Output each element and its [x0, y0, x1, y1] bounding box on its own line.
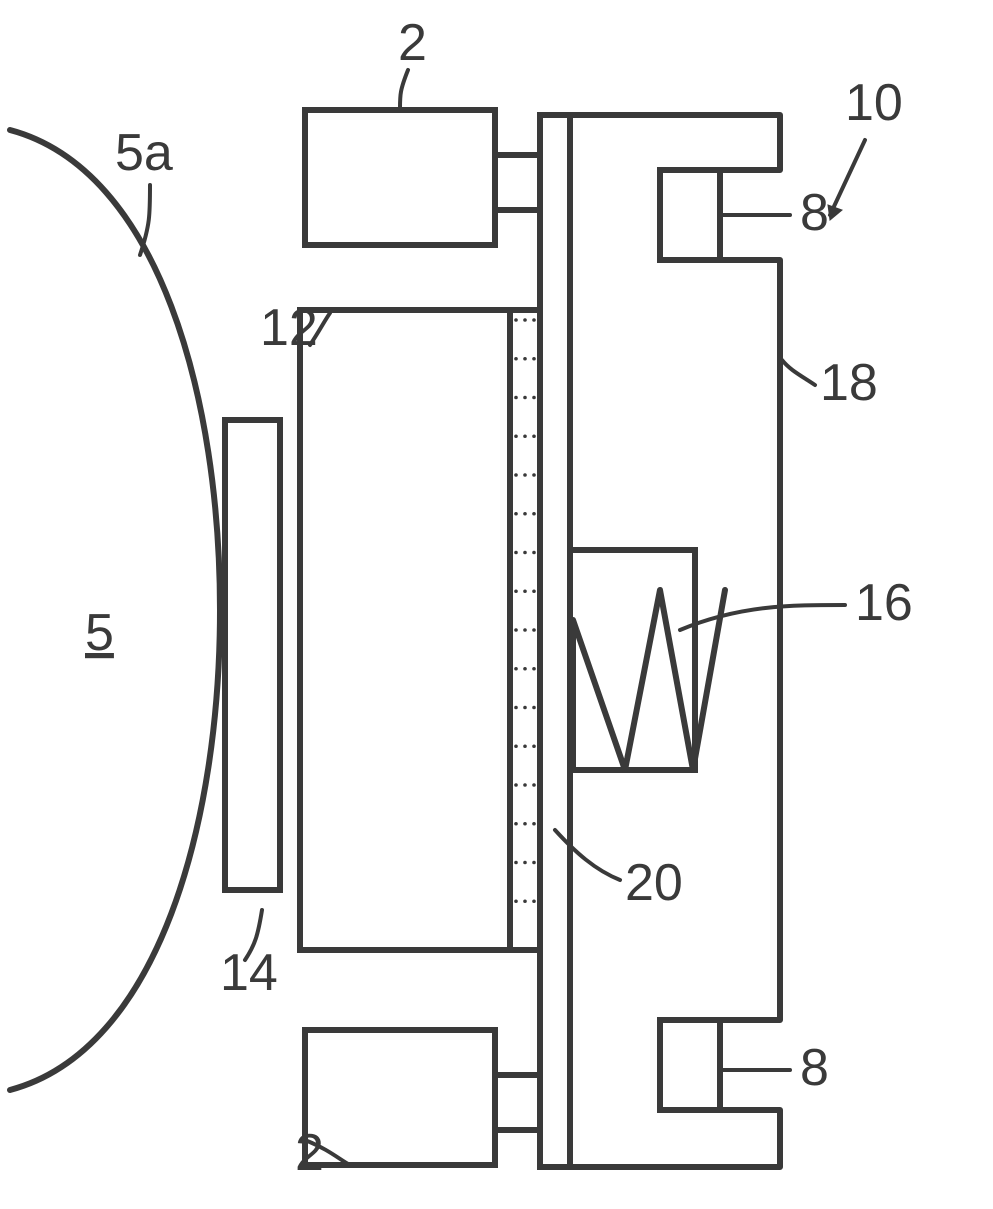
back-plate — [540, 115, 570, 1167]
label-ref_8a: 8 — [800, 184, 829, 242]
label-ref_8b: 8 — [800, 1039, 829, 1097]
label-ref_2a: 2 — [398, 14, 427, 72]
part-20-layer — [510, 310, 540, 950]
label-ref_18: 18 — [820, 354, 878, 412]
connector-bottom — [495, 1075, 540, 1130]
part-8-top — [660, 170, 720, 260]
technical-diagram: 10 2 2 5a 5 8 8 12 14 16 18 20 — [0, 0, 993, 1209]
label-ref_16: 16 — [855, 574, 913, 632]
part-8-bottom — [660, 1020, 720, 1110]
label-ref_20: 20 — [625, 854, 683, 912]
label-ref_14: 14 — [220, 944, 278, 1002]
label-ref_5a: 5a — [115, 124, 173, 182]
label-ref_12: 12 — [260, 299, 318, 357]
label-ref_10: 10 — [845, 74, 903, 132]
part-2-bottom — [305, 1030, 495, 1165]
label-ref_2b: 2 — [295, 1124, 324, 1182]
label-ref_5: 5 — [85, 604, 114, 662]
part-12 — [300, 310, 510, 950]
part-14 — [225, 420, 280, 890]
connector-top — [495, 155, 540, 210]
part-2-top — [305, 110, 495, 245]
